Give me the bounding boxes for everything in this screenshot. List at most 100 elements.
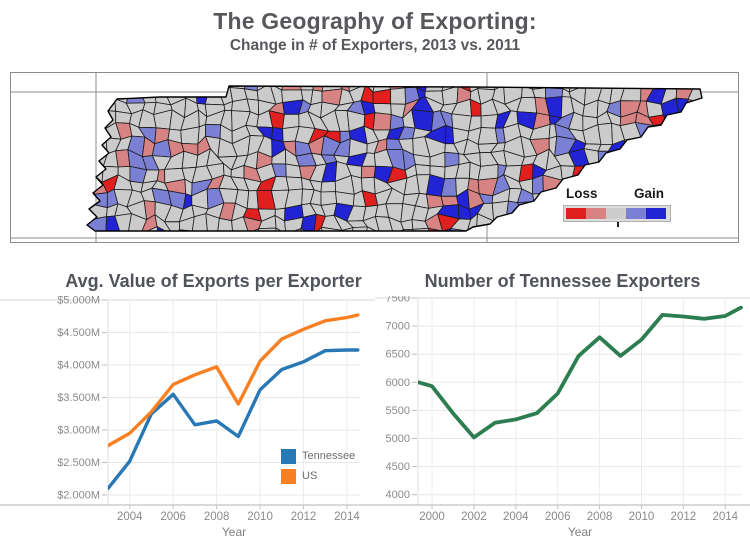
- zip-area: [372, 88, 392, 105]
- zip-area: [503, 86, 524, 87]
- y-tick-label: 7500: [386, 296, 410, 305]
- y-tick-label: 6000: [386, 377, 410, 389]
- zip-area: [712, 214, 731, 233]
- y-tick-label: $2.000M: [57, 490, 100, 502]
- x-tick-label: 2010: [629, 511, 655, 523]
- zip-area: [414, 164, 431, 176]
- zip-area: [607, 150, 627, 168]
- zip-area: [711, 202, 729, 218]
- zip-area: [531, 87, 546, 99]
- zip-area: [312, 226, 325, 231]
- zip-area: [87, 193, 96, 204]
- legend-chip-2: [606, 208, 626, 219]
- zip-area: [348, 226, 368, 231]
- zip-area: [257, 227, 277, 231]
- y-tick-label: $4.500M: [57, 327, 100, 339]
- zip-area: [701, 86, 702, 87]
- zip-area: [584, 233, 601, 249]
- zip-area: [533, 200, 547, 223]
- y-tick-label: $3.000M: [57, 425, 100, 437]
- map-panel: Loss Gain: [0, 65, 750, 257]
- zip-area: [191, 213, 209, 231]
- exporter-count-line-chart: 7500 7000 6500 6000 5500 5000 4500 4000 2000 2002…: [375, 296, 750, 538]
- zip-area: [424, 86, 445, 92]
- tennessee-series-swatch: [281, 448, 296, 464]
- us-series-label: US: [302, 470, 318, 482]
- zip-area: [334, 227, 354, 231]
- zip-area: [623, 149, 640, 169]
- zip-area: [403, 228, 414, 231]
- zip-area: [714, 123, 731, 139]
- zip-area: [164, 86, 187, 93]
- zip-area: [87, 200, 89, 221]
- zip-area: [697, 189, 702, 209]
- map-frame: [10, 72, 739, 243]
- x-tick-label: 2004: [117, 511, 143, 523]
- zip-area: [659, 86, 678, 87]
- zip-area: [87, 96, 94, 115]
- zip-area: [243, 86, 259, 92]
- zip-area: [380, 233, 394, 248]
- zip-area: [715, 97, 732, 117]
- zip-area: [505, 214, 525, 229]
- zip-area: [542, 192, 563, 209]
- zip-area: [705, 86, 719, 105]
- zip-area: [676, 212, 691, 231]
- legend-chip-4: [646, 208, 666, 219]
- zip-area: [623, 164, 640, 183]
- zip-area: [666, 122, 681, 142]
- zip-area: [699, 112, 702, 130]
- zip-area: [700, 162, 702, 184]
- zip-area: [477, 127, 499, 145]
- zip-area: [491, 200, 509, 222]
- header: The Geography of Exporting: Change in # …: [0, 8, 750, 55]
- zip-area: [74, 234, 93, 247]
- zip-area: [670, 122, 688, 142]
- zip-area: [545, 86, 564, 90]
- x-tick-label: 2004: [503, 511, 529, 523]
- zip-area: [634, 149, 650, 171]
- zip-area: [203, 86, 222, 88]
- zip-area: [719, 86, 731, 104]
- y-tick-label: 5000: [386, 433, 410, 445]
- legend-midpoint-tick: [617, 222, 619, 227]
- zip-area: [440, 195, 459, 207]
- zip-area: [87, 213, 89, 231]
- zip-area: [127, 213, 148, 231]
- zip-area: [87, 86, 91, 92]
- page-subtitle: Change in # of Exporters, 2013 vs. 2011: [229, 37, 521, 54]
- legend-chip-3: [626, 208, 646, 219]
- zip-area: [659, 139, 680, 159]
- zip-area: [688, 218, 702, 231]
- zip-area: [634, 136, 651, 152]
- zip-area: [624, 86, 642, 88]
- zip-area: [87, 153, 96, 165]
- zip-area: [450, 218, 472, 231]
- y-tick-label: 4500: [386, 461, 410, 473]
- zip-area: [686, 140, 702, 157]
- zip-area: [154, 86, 170, 93]
- zip-area: [99, 86, 121, 90]
- zip-area: [87, 138, 90, 156]
- zip-area: [180, 126, 200, 145]
- zip-area: [517, 226, 535, 231]
- zip-area: [671, 190, 687, 205]
- zip-area: [372, 112, 392, 131]
- zip-area: [427, 227, 444, 231]
- zip-area: [178, 86, 198, 91]
- zip-area: [87, 111, 95, 130]
- zip-area: [424, 213, 444, 231]
- y-tick-label: 5500: [386, 405, 410, 417]
- x-tick-label: 2010: [247, 511, 273, 523]
- zip-area: [362, 215, 381, 231]
- zip-area: [530, 226, 545, 231]
- zip-area: [92, 109, 106, 131]
- zip-area: [246, 190, 259, 210]
- zip-area: [677, 140, 689, 157]
- exporter-count-chart-panel: Number of Tennessee Exporters 7500 7000 65…: [375, 268, 750, 538]
- zip-area: [714, 117, 732, 123]
- us-series-swatch: [281, 468, 296, 484]
- x-axis-title: Year: [222, 525, 246, 538]
- x-tick-label: 2014: [712, 511, 738, 523]
